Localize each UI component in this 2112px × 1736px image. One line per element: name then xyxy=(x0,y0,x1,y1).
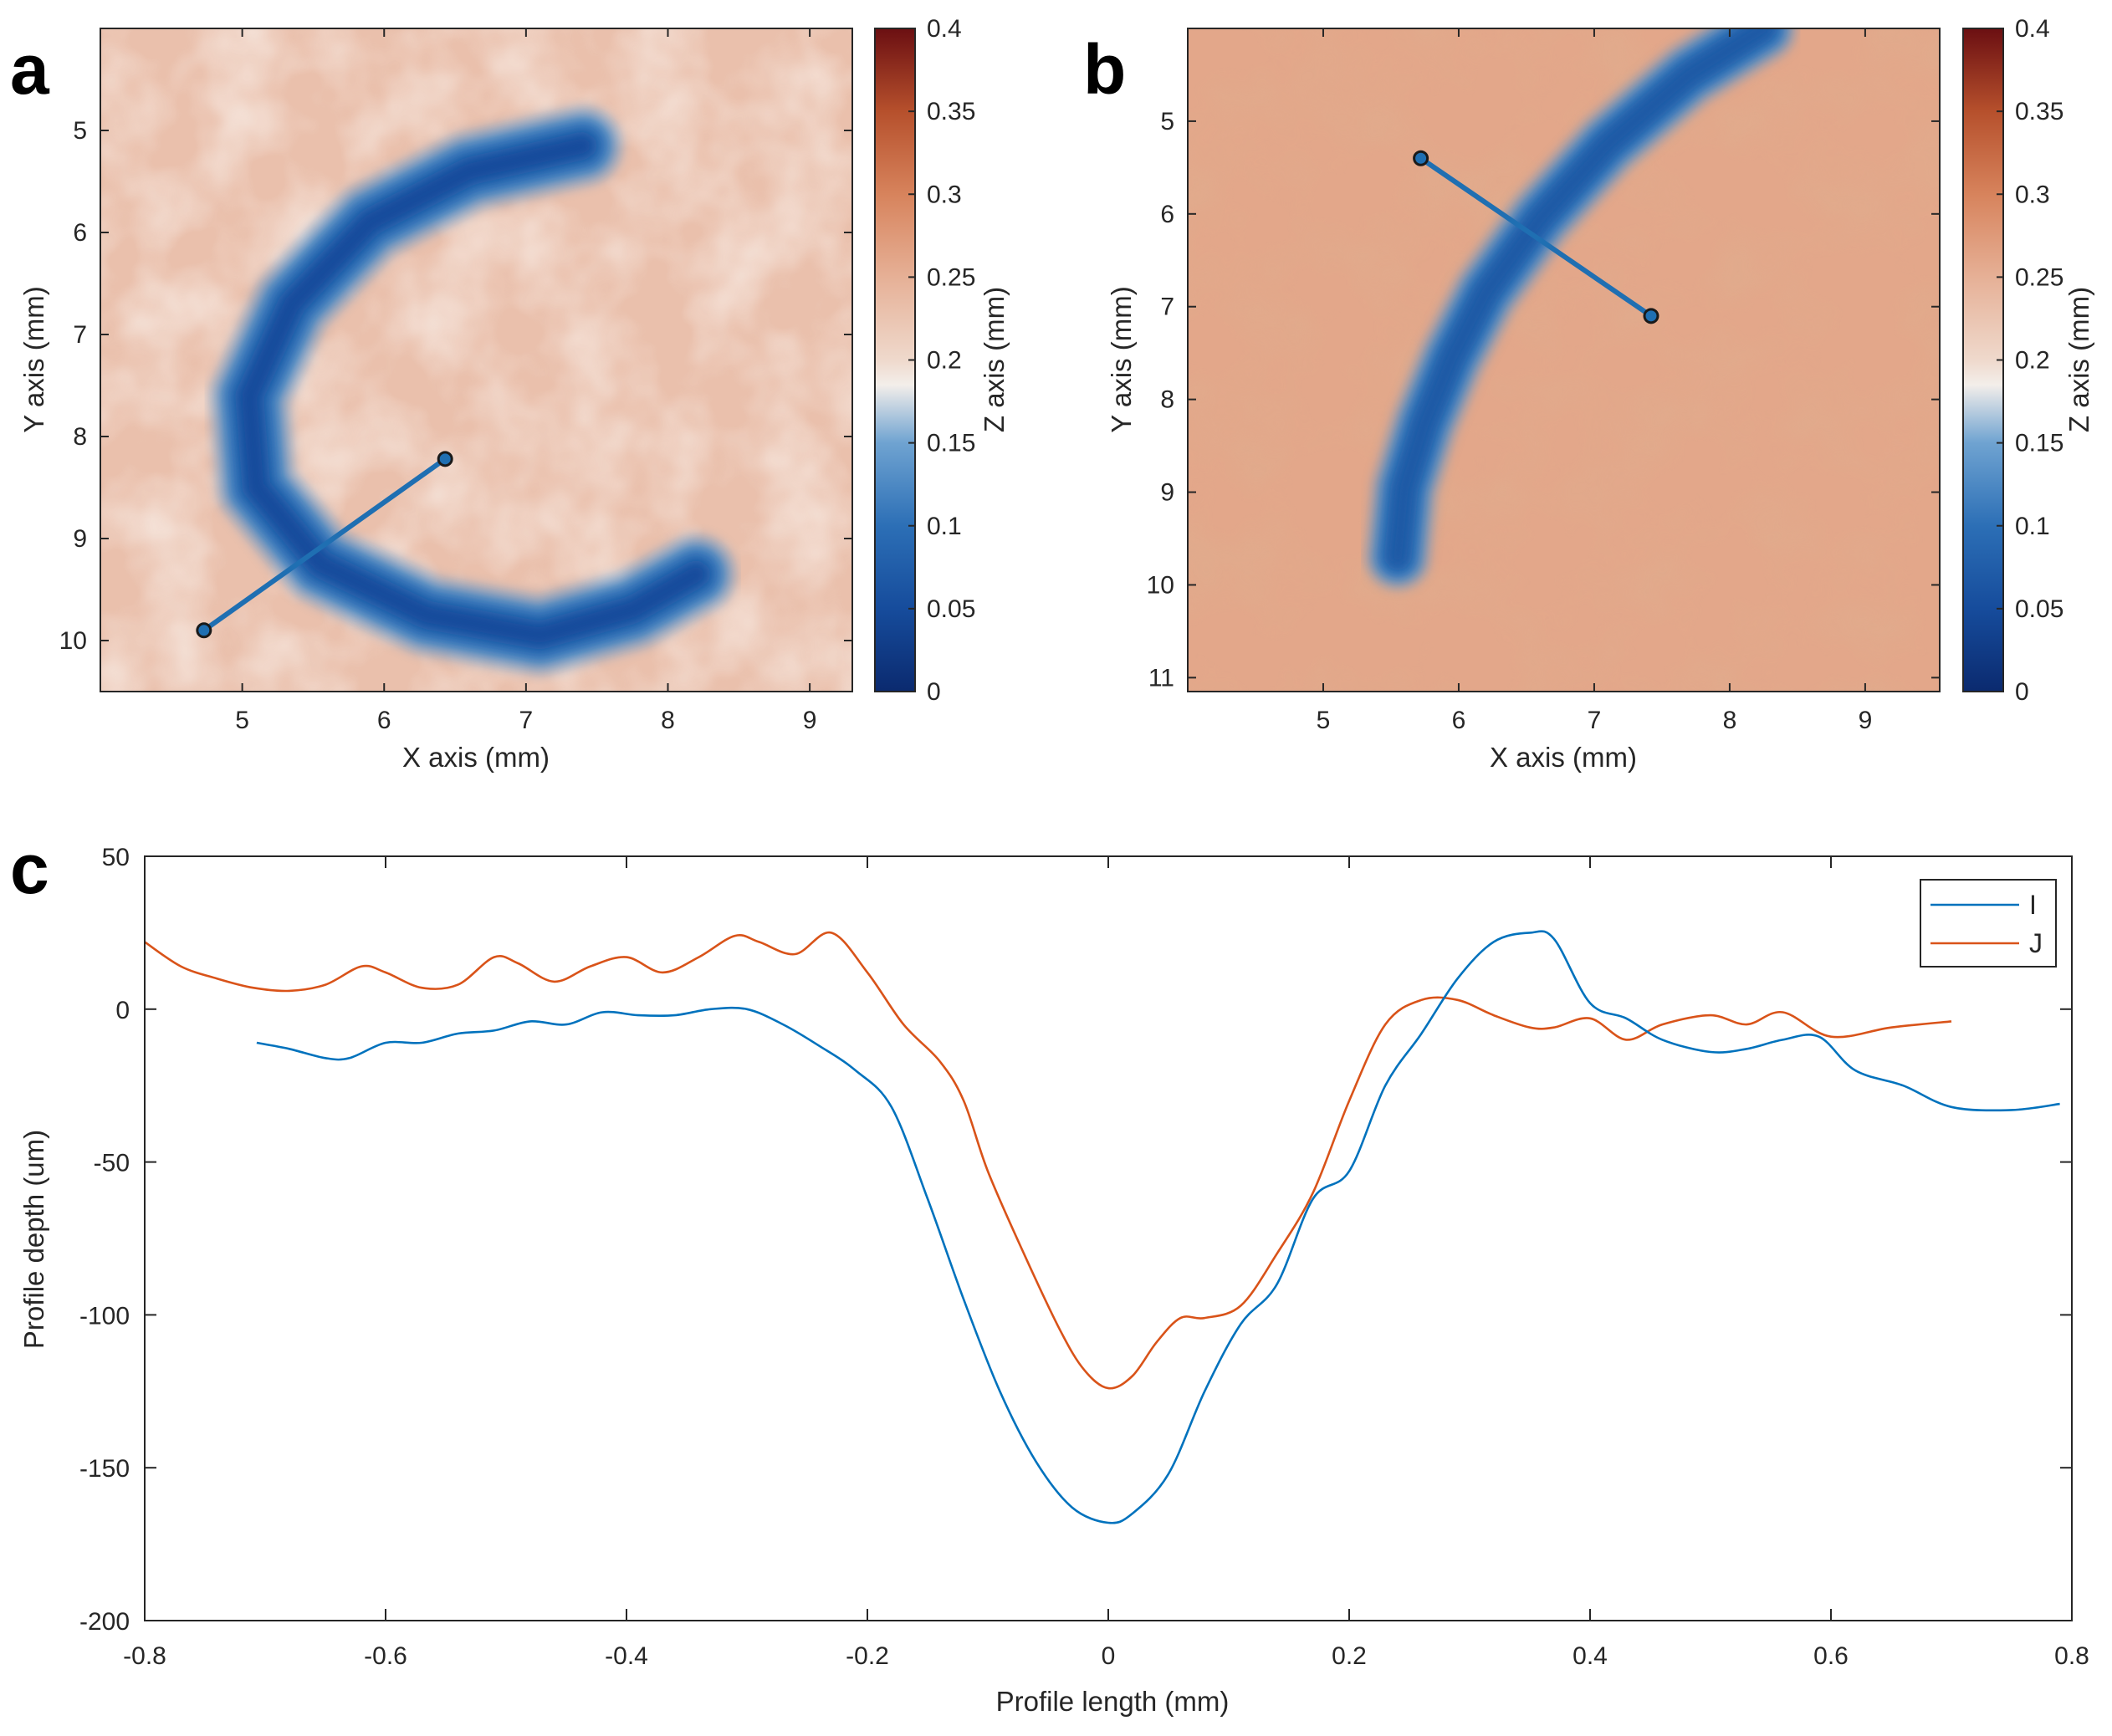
x-axis-label-b: X axis (mm) xyxy=(1490,742,1637,773)
colorbar-tick-label: 0.4 xyxy=(2015,15,2050,43)
y-tick-label: 9 xyxy=(1160,479,1174,507)
colorbar-tick-label: 0.1 xyxy=(927,513,962,540)
colorbar-tick-label: 0.25 xyxy=(927,263,975,291)
panel-letter-c: c xyxy=(10,830,49,908)
y-tick-label: 0 xyxy=(115,997,130,1024)
x-tick-label: -0.4 xyxy=(605,1642,648,1670)
x-tick-label: 6 xyxy=(377,707,391,734)
axes-frame-b xyxy=(1187,28,1941,692)
colorbar-tick-label: 0.15 xyxy=(2015,430,2063,457)
heatmap-b-texture xyxy=(1188,28,1940,692)
colorbar-tick-label: 0.05 xyxy=(927,595,975,623)
colorbar-label-a: Z axis (mm) xyxy=(979,287,1010,432)
y-tick-label: 6 xyxy=(1160,201,1174,228)
x-axis-label-a: X axis (mm) xyxy=(402,742,550,773)
y-tick-label: 5 xyxy=(73,117,87,145)
colorbar-ticks-a: 0 0.05 0.1 0.15 0.2 0.25 0.3 0.35 0.4 xyxy=(908,15,975,706)
y-tick-label: -200 xyxy=(79,1608,130,1636)
axes-frame-a xyxy=(100,28,853,692)
y-ticks-b: 5 6 7 8 9 10 11 xyxy=(1147,108,1940,692)
legend-box xyxy=(1920,879,2057,968)
y-tick-label: 8 xyxy=(1160,386,1174,414)
colorbar-tick-label: 0.25 xyxy=(2015,263,2063,291)
x-ticks-b: 5 6 7 8 9 xyxy=(1317,28,1873,734)
y-axis-label-a: Y axis (mm) xyxy=(18,286,49,432)
x-tick-label: 5 xyxy=(235,707,249,734)
y-tick-label: 7 xyxy=(73,321,87,349)
x-tick-label: 5 xyxy=(1317,707,1331,734)
colorbar-tick-label: 0.1 xyxy=(2015,513,2050,540)
y-tick-label: -100 xyxy=(79,1302,130,1330)
legend-label-I: I xyxy=(2029,890,2037,920)
series-line-J xyxy=(145,932,1952,1390)
colorbar-tick-label: 0.35 xyxy=(2015,98,2063,125)
legend-label-J: J xyxy=(2029,928,2043,958)
profile-endpoint-b-start xyxy=(1413,150,1429,166)
x-ticks-c: -0.8 -0.6 -0.4 -0.2 0 0.2 0.4 0.6 0.8 xyxy=(123,856,2089,1670)
colorbar-tick-label: 0.15 xyxy=(927,430,975,457)
y-axis-label-b: Y axis (mm) xyxy=(1106,286,1137,432)
x-tick-label: 0.2 xyxy=(1332,1642,1367,1670)
y-tick-label: -50 xyxy=(94,1150,130,1177)
panel-c-line-chart: -0.8 -0.6 -0.4 -0.2 0 0.2 0.4 0.6 0.8 -200 -150 -1… xyxy=(18,844,2089,1717)
profile-endpoint-a-start xyxy=(196,622,212,639)
x-tick-label: 0.4 xyxy=(1572,1642,1608,1670)
x-axis-label-c: Profile length (mm) xyxy=(996,1686,1230,1717)
profile-endpoint-b-end xyxy=(1643,308,1659,324)
panel-letter-a: a xyxy=(10,30,50,109)
y-ticks-a: 5 6 7 8 9 10 xyxy=(59,117,852,655)
y-tick-label: 5 xyxy=(1160,108,1174,135)
x-tick-label: 9 xyxy=(803,707,817,734)
y-tick-label: 50 xyxy=(102,844,130,871)
colorbar-tick-label: 0.3 xyxy=(927,181,962,208)
y-tick-label: 8 xyxy=(73,423,87,451)
x-tick-label: 6 xyxy=(1452,707,1466,734)
x-tick-label: 9 xyxy=(1859,707,1873,734)
panel-letter-b: b xyxy=(1083,30,1126,109)
x-tick-label: 8 xyxy=(1723,707,1737,734)
y-tick-label: 9 xyxy=(73,525,87,553)
x-tick-label: 8 xyxy=(661,707,675,734)
colorbar-tick-label: 0 xyxy=(927,678,941,706)
y-tick-label: 7 xyxy=(1160,294,1174,321)
x-tick-label: 7 xyxy=(519,707,534,734)
y-tick-label: 11 xyxy=(1148,664,1174,692)
y-tick-label: 6 xyxy=(73,219,87,247)
x-tick-label: 7 xyxy=(1588,707,1602,734)
colorbar-tick-label: 0.35 xyxy=(927,98,975,125)
heatmap-b-groove xyxy=(1364,28,1797,590)
x-tick-label: -0.6 xyxy=(364,1642,407,1670)
colorbar-tick-label: 0.05 xyxy=(2015,595,2063,623)
plot-area-c xyxy=(145,856,2072,1621)
y-ticks-c: -200 -150 -100 -50 0 50 xyxy=(79,844,2072,1636)
x-tick-label: -0.2 xyxy=(846,1642,889,1670)
legend-c: I J xyxy=(1920,879,2057,968)
y-tick-label: 10 xyxy=(1147,571,1174,599)
heatmap-a-groove xyxy=(209,105,737,677)
x-tick-label: 0.6 xyxy=(1813,1642,1849,1670)
profile-endpoint-a-end xyxy=(437,451,453,467)
colorbar-tick-label: 0.2 xyxy=(927,347,962,375)
x-ticks-a: 5 6 7 8 9 xyxy=(235,28,816,734)
colorbar-tick-label: 0.4 xyxy=(927,15,962,43)
y-tick-label: -150 xyxy=(79,1455,130,1483)
x-tick-label: -0.8 xyxy=(123,1642,166,1670)
x-tick-label: 0.8 xyxy=(2054,1642,2089,1670)
colorbar-label-b: Z axis (mm) xyxy=(2063,287,2094,432)
groove-core xyxy=(1388,28,1772,566)
groove-core xyxy=(238,135,708,646)
colorbar-ticks-b: 0 0.05 0.1 0.15 0.2 0.25 0.3 0.35 0.4 xyxy=(1997,15,2063,706)
series-line-I xyxy=(256,930,2060,1524)
x-tick-label: 0 xyxy=(1102,1642,1116,1670)
profile-line-b xyxy=(1419,156,1653,319)
y-axis-label-c: Profile depth (um) xyxy=(18,1130,49,1349)
colorbar-tick-label: 0.2 xyxy=(2015,347,2050,375)
colorbar-tick-label: 0.3 xyxy=(2015,181,2050,208)
y-tick-label: 10 xyxy=(59,627,87,655)
colorbar-tick-label: 0 xyxy=(2015,678,2029,706)
profile-line-a xyxy=(202,457,447,633)
